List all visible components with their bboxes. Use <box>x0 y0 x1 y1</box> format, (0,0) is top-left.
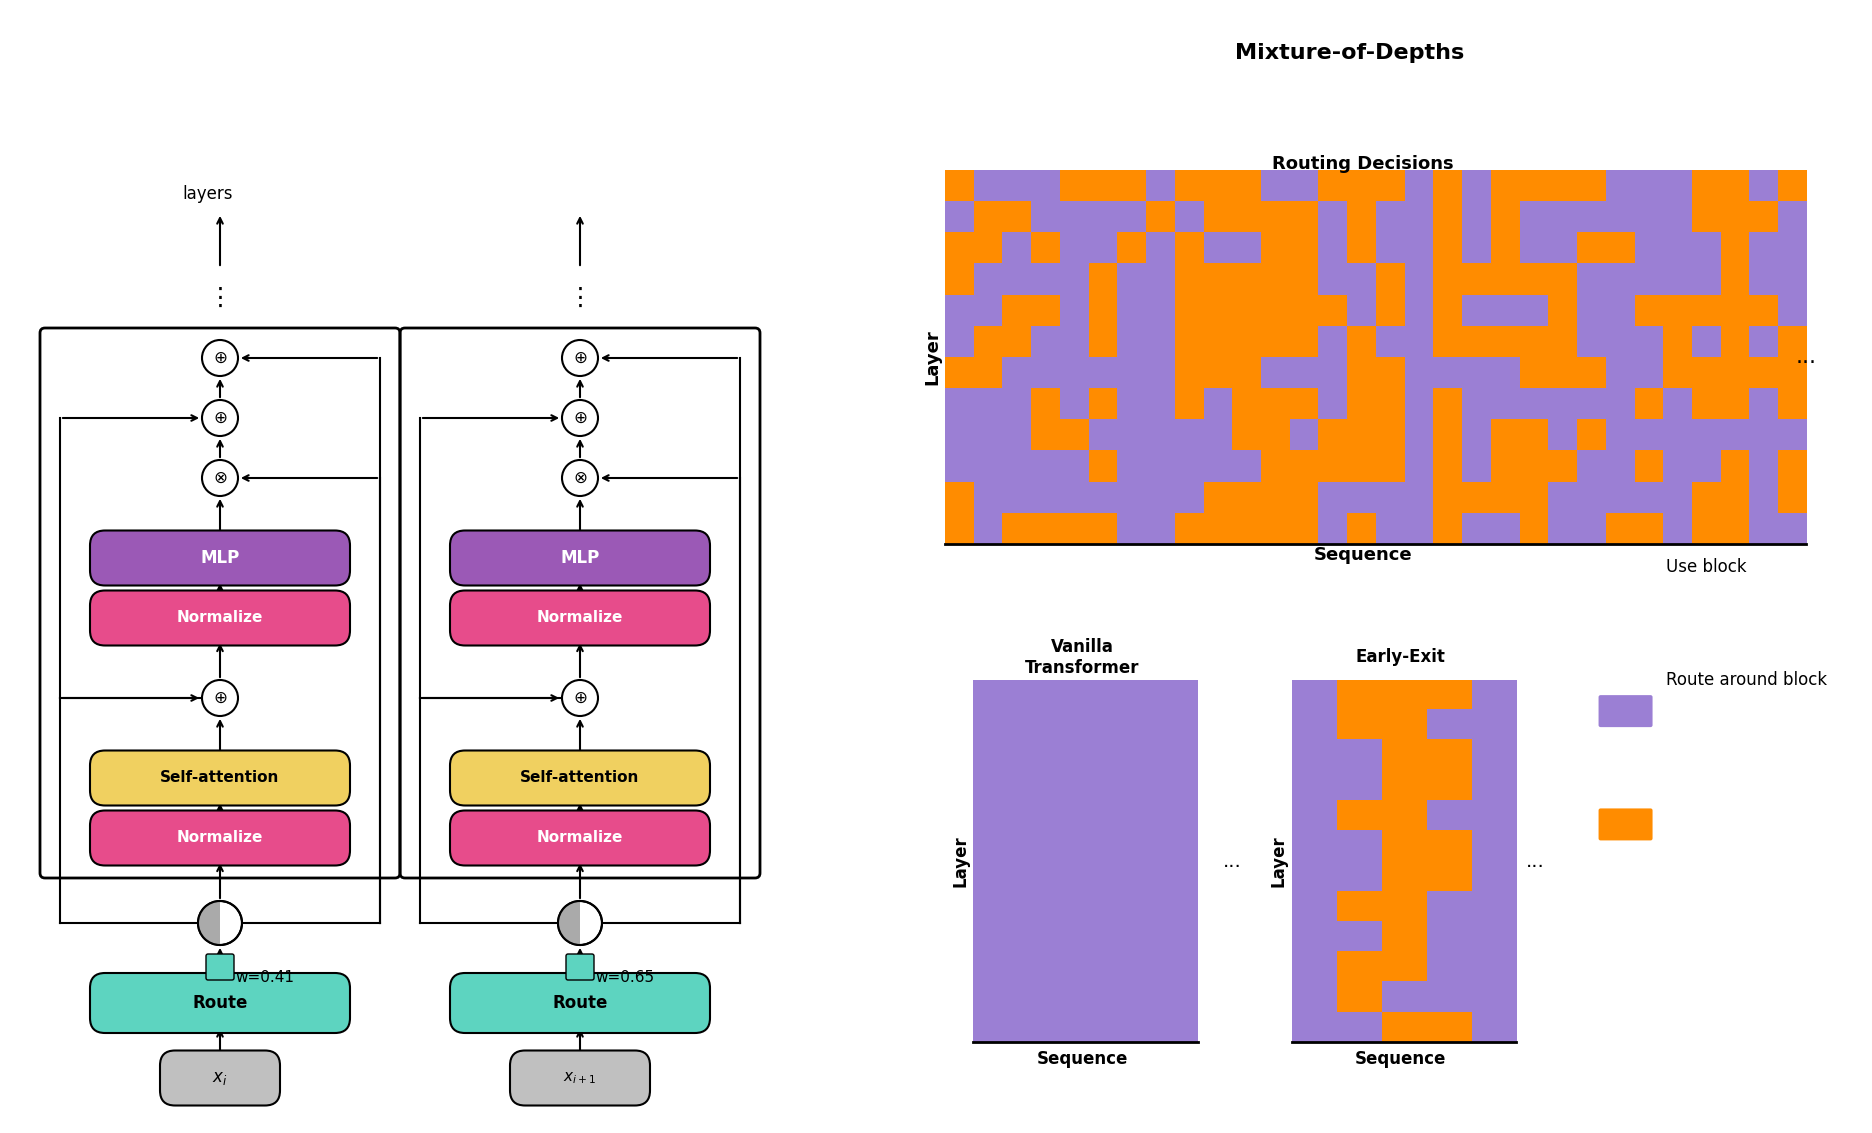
FancyBboxPatch shape <box>565 954 593 980</box>
FancyBboxPatch shape <box>449 973 709 1033</box>
Text: $\otimes$: $\otimes$ <box>213 469 227 487</box>
Text: Layer: Layer <box>951 835 970 887</box>
FancyBboxPatch shape <box>90 750 350 806</box>
Text: $\otimes$: $\otimes$ <box>573 469 588 487</box>
Text: Early-Exit: Early-Exit <box>1355 648 1445 666</box>
FancyBboxPatch shape <box>1599 696 1653 727</box>
Text: Route: Route <box>552 994 608 1012</box>
Text: Use block: Use block <box>1666 557 1747 576</box>
Circle shape <box>202 680 238 716</box>
FancyBboxPatch shape <box>449 750 709 806</box>
Text: $\oplus$: $\oplus$ <box>213 409 227 427</box>
FancyBboxPatch shape <box>90 530 350 586</box>
Text: Sequence: Sequence <box>1355 1050 1445 1068</box>
Text: Sequence: Sequence <box>1037 1050 1127 1068</box>
Text: Normalize: Normalize <box>537 611 623 625</box>
Circle shape <box>202 460 238 496</box>
Text: $x_{i+1}$: $x_{i+1}$ <box>563 1071 597 1085</box>
Text: $\oplus$: $\oplus$ <box>573 689 588 707</box>
FancyBboxPatch shape <box>1599 809 1653 841</box>
Circle shape <box>562 460 597 496</box>
Text: $\oplus$: $\oplus$ <box>213 349 227 367</box>
Wedge shape <box>558 901 580 945</box>
Circle shape <box>202 340 238 376</box>
Wedge shape <box>198 901 221 945</box>
Text: ...: ... <box>1222 852 1241 870</box>
FancyBboxPatch shape <box>159 1050 281 1106</box>
Text: Layer: Layer <box>1269 835 1288 887</box>
Text: Sequence: Sequence <box>1314 546 1411 564</box>
Text: $\oplus$: $\oplus$ <box>213 689 227 707</box>
FancyBboxPatch shape <box>449 530 709 586</box>
Circle shape <box>558 901 603 945</box>
FancyBboxPatch shape <box>90 590 350 646</box>
Text: Normalize: Normalize <box>176 830 264 845</box>
Text: Self-attention: Self-attention <box>161 770 279 785</box>
Circle shape <box>562 680 597 716</box>
Text: Layer: Layer <box>923 329 942 385</box>
Circle shape <box>202 400 238 436</box>
Text: ...: ... <box>1795 347 1818 367</box>
Text: $\oplus$: $\oplus$ <box>573 349 588 367</box>
Text: Route: Route <box>193 994 247 1012</box>
Text: Self-attention: Self-attention <box>520 770 640 785</box>
Text: layers: layers <box>183 185 234 203</box>
Text: w=0.65: w=0.65 <box>595 971 653 986</box>
Text: MLP: MLP <box>200 550 240 566</box>
FancyBboxPatch shape <box>449 590 709 646</box>
Text: Routing Decisions: Routing Decisions <box>1271 155 1455 173</box>
Text: ⋮: ⋮ <box>208 286 232 310</box>
Text: Vanilla
Transformer: Vanilla Transformer <box>1024 638 1140 676</box>
Circle shape <box>198 901 241 945</box>
Text: ⋮: ⋮ <box>567 286 593 310</box>
Text: MLP: MLP <box>560 550 599 566</box>
Text: Route around block: Route around block <box>1666 671 1827 689</box>
Text: $\oplus$: $\oplus$ <box>573 409 588 427</box>
FancyBboxPatch shape <box>90 810 350 866</box>
Circle shape <box>562 340 597 376</box>
FancyBboxPatch shape <box>90 973 350 1033</box>
Text: Normalize: Normalize <box>176 611 264 625</box>
FancyBboxPatch shape <box>449 810 709 866</box>
Text: ...: ... <box>1526 852 1544 870</box>
Circle shape <box>562 400 597 436</box>
Text: Mixture-of-Depths: Mixture-of-Depths <box>1236 43 1464 63</box>
Text: Normalize: Normalize <box>537 830 623 845</box>
Text: $x_i$: $x_i$ <box>212 1070 228 1087</box>
FancyBboxPatch shape <box>509 1050 650 1106</box>
FancyBboxPatch shape <box>206 954 234 980</box>
Text: w=0.41: w=0.41 <box>236 971 294 986</box>
